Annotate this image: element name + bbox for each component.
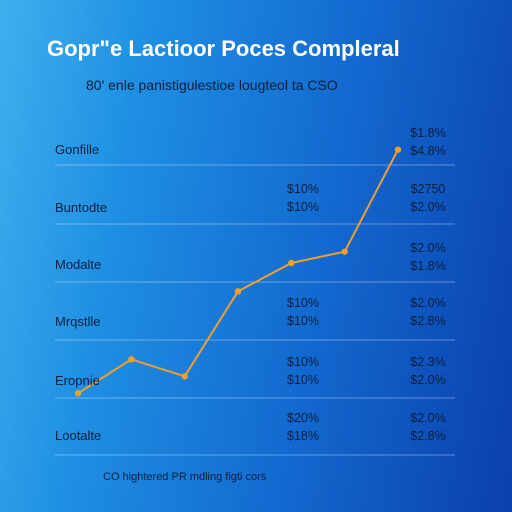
chart-title: Gopr"e Lactioor Poces Compleral (47, 36, 400, 61)
data-point (74, 390, 82, 397)
data-label: $18% (287, 429, 319, 443)
data-point (288, 259, 295, 267)
data-label: $2.0% (410, 411, 446, 425)
data-label: $2.0% (410, 241, 446, 255)
data-point (181, 373, 188, 380)
data-label: $2.0% (410, 373, 446, 387)
row-label: Gonfille (55, 142, 100, 157)
data-point (394, 146, 402, 153)
chart-subtitle: 80' enle panistigulestioe lougteol ta CS… (86, 77, 338, 93)
row-label: Modalte (55, 257, 102, 272)
data-label: $2.8% (410, 314, 446, 328)
row-label: Mrqstlle (55, 314, 101, 329)
row-label: Buntodte (55, 200, 108, 215)
data-label: $1.8% (410, 126, 446, 140)
data-label: $10% (287, 200, 319, 214)
data-label: $10% (287, 355, 319, 369)
chart-footnote: CO hightered PR mdling figti cors (103, 471, 267, 483)
data-label: $10% (287, 373, 319, 387)
data-label: $2.0% (410, 200, 446, 214)
data-label: $2.3% (410, 355, 446, 369)
data-label: $1.8% (410, 259, 446, 273)
data-label: $10% (287, 296, 319, 310)
row-label: Eropnie (55, 373, 100, 388)
data-label: $20% (287, 411, 319, 425)
row-label: Lootalte (55, 428, 102, 443)
data-point (341, 248, 348, 255)
data-label: $2.8% (410, 429, 446, 443)
data-label: $10% (287, 314, 319, 328)
data-label: $2.0% (410, 296, 446, 310)
data-label: $4.8% (410, 144, 446, 158)
data-point (128, 356, 135, 363)
data-label: $2750 (410, 182, 446, 196)
data-label: $10% (287, 182, 319, 196)
data-point (234, 288, 242, 295)
